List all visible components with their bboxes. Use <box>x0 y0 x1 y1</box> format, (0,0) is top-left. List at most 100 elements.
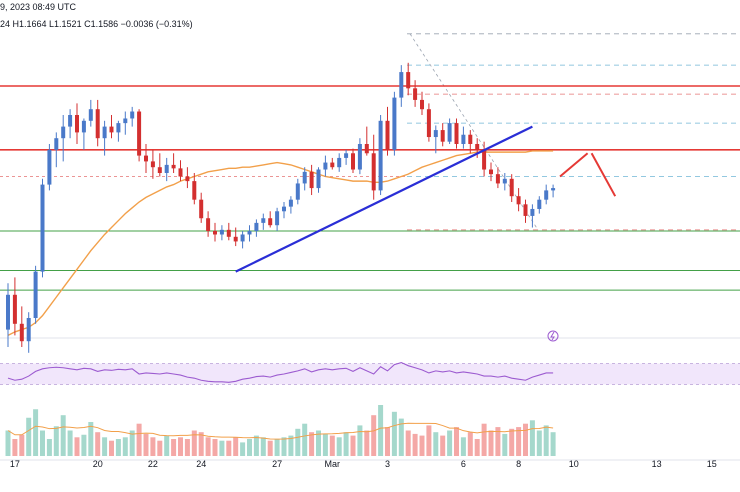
candle-body <box>185 176 190 182</box>
volume-bar <box>267 440 273 456</box>
volume-bar <box>260 437 266 456</box>
x-axis-tick-label: 6 <box>461 459 466 469</box>
volume-bar <box>122 437 128 456</box>
candle-body <box>454 123 459 144</box>
candle-body <box>399 72 404 98</box>
candle-body <box>475 144 480 150</box>
candle-body <box>12 294 17 324</box>
candle-body <box>537 199 542 209</box>
candle-body <box>6 294 10 330</box>
volume-bar <box>281 437 287 456</box>
volume-bar <box>178 437 183 456</box>
volume-bar <box>67 430 73 456</box>
candle-body <box>213 231 217 235</box>
x-axis-tick-label: 22 <box>148 459 158 469</box>
candle-body <box>157 167 162 173</box>
candle-body <box>309 171 314 189</box>
x-axis-tick-label: 27 <box>272 459 282 469</box>
volume-bar <box>474 439 480 456</box>
candle-body <box>233 236 238 242</box>
candle-body <box>88 109 93 121</box>
candle-body <box>164 164 169 173</box>
bullish-trendline <box>235 125 533 273</box>
candle-body <box>351 153 355 170</box>
volume-bar <box>419 435 425 456</box>
volume-bar <box>295 428 301 456</box>
candle-body <box>261 218 266 223</box>
volume-bar <box>467 432 473 456</box>
candle-body <box>219 229 224 235</box>
volume-bar <box>316 430 321 456</box>
volume-bar <box>205 437 211 456</box>
volume-bar <box>371 415 377 456</box>
candle-body <box>240 234 245 242</box>
volume-bar <box>550 432 556 456</box>
x-axis-tick-label: 24 <box>196 459 206 469</box>
volume-bar <box>95 432 101 456</box>
candle-body <box>275 211 280 226</box>
volume-bar <box>115 439 121 456</box>
candle-body <box>551 188 556 191</box>
candle-body <box>364 144 369 154</box>
candle-body <box>116 123 121 133</box>
candle-body <box>199 199 204 219</box>
volume-bar <box>322 433 328 456</box>
volume-bar <box>391 411 397 456</box>
volume-bar <box>233 437 239 456</box>
volume-bar <box>53 426 59 456</box>
volume-bar <box>481 423 487 456</box>
volume-bar <box>12 439 18 456</box>
volume-bar <box>343 432 349 456</box>
x-axis-tick-label: 15 <box>707 459 717 469</box>
candle-body <box>523 204 528 216</box>
candle-body <box>413 88 418 100</box>
volume-bar <box>385 427 390 456</box>
candle-body <box>123 118 128 124</box>
volume-bar <box>150 437 156 456</box>
volume-bar <box>454 427 459 456</box>
candle-body <box>144 155 148 162</box>
candle-body <box>426 109 431 138</box>
candle-body <box>406 72 411 89</box>
candle-body <box>468 134 473 144</box>
volume-bar <box>171 439 177 456</box>
candle-body <box>302 171 307 184</box>
candle-body <box>26 318 31 342</box>
candle-body <box>19 323 24 342</box>
volume-bar <box>460 437 466 456</box>
candle-body <box>130 111 135 119</box>
volume-bar <box>143 433 149 456</box>
volume-bar <box>253 435 259 456</box>
volume-bar <box>219 440 225 456</box>
volume-bar <box>529 420 535 456</box>
candle-body <box>288 199 293 207</box>
candle-body <box>385 120 390 150</box>
volume-bar <box>543 425 549 456</box>
candle-body <box>68 115 73 127</box>
candle-body <box>81 120 86 133</box>
candle-body <box>295 183 300 200</box>
candle-body <box>330 162 335 168</box>
volume-bar <box>212 439 218 456</box>
volume-bar <box>274 439 280 456</box>
candle-body <box>447 123 452 142</box>
volume-bar <box>164 435 170 456</box>
volume-bar <box>19 434 25 456</box>
ohlc-readout: 24 H1.1664 L1.1521 C1.1586 −0.0036 (−0.3… <box>0 19 193 29</box>
candle-body <box>247 231 252 235</box>
x-axis-tick-label: 3 <box>385 459 390 469</box>
candle-body <box>150 161 155 168</box>
candle-body <box>137 111 142 156</box>
x-axis-tick-label: 10 <box>569 459 579 469</box>
volume-bar <box>350 435 356 456</box>
volume-bar <box>398 418 404 456</box>
candle-body <box>461 134 466 144</box>
candle-body <box>323 162 328 170</box>
candle-body <box>337 157 342 168</box>
x-axis-tick-label: Mar <box>325 459 341 469</box>
candle-body <box>95 109 100 139</box>
volume-bar <box>536 430 542 456</box>
x-axis-tick-label: 8 <box>516 459 521 469</box>
volume-bar <box>240 442 246 456</box>
